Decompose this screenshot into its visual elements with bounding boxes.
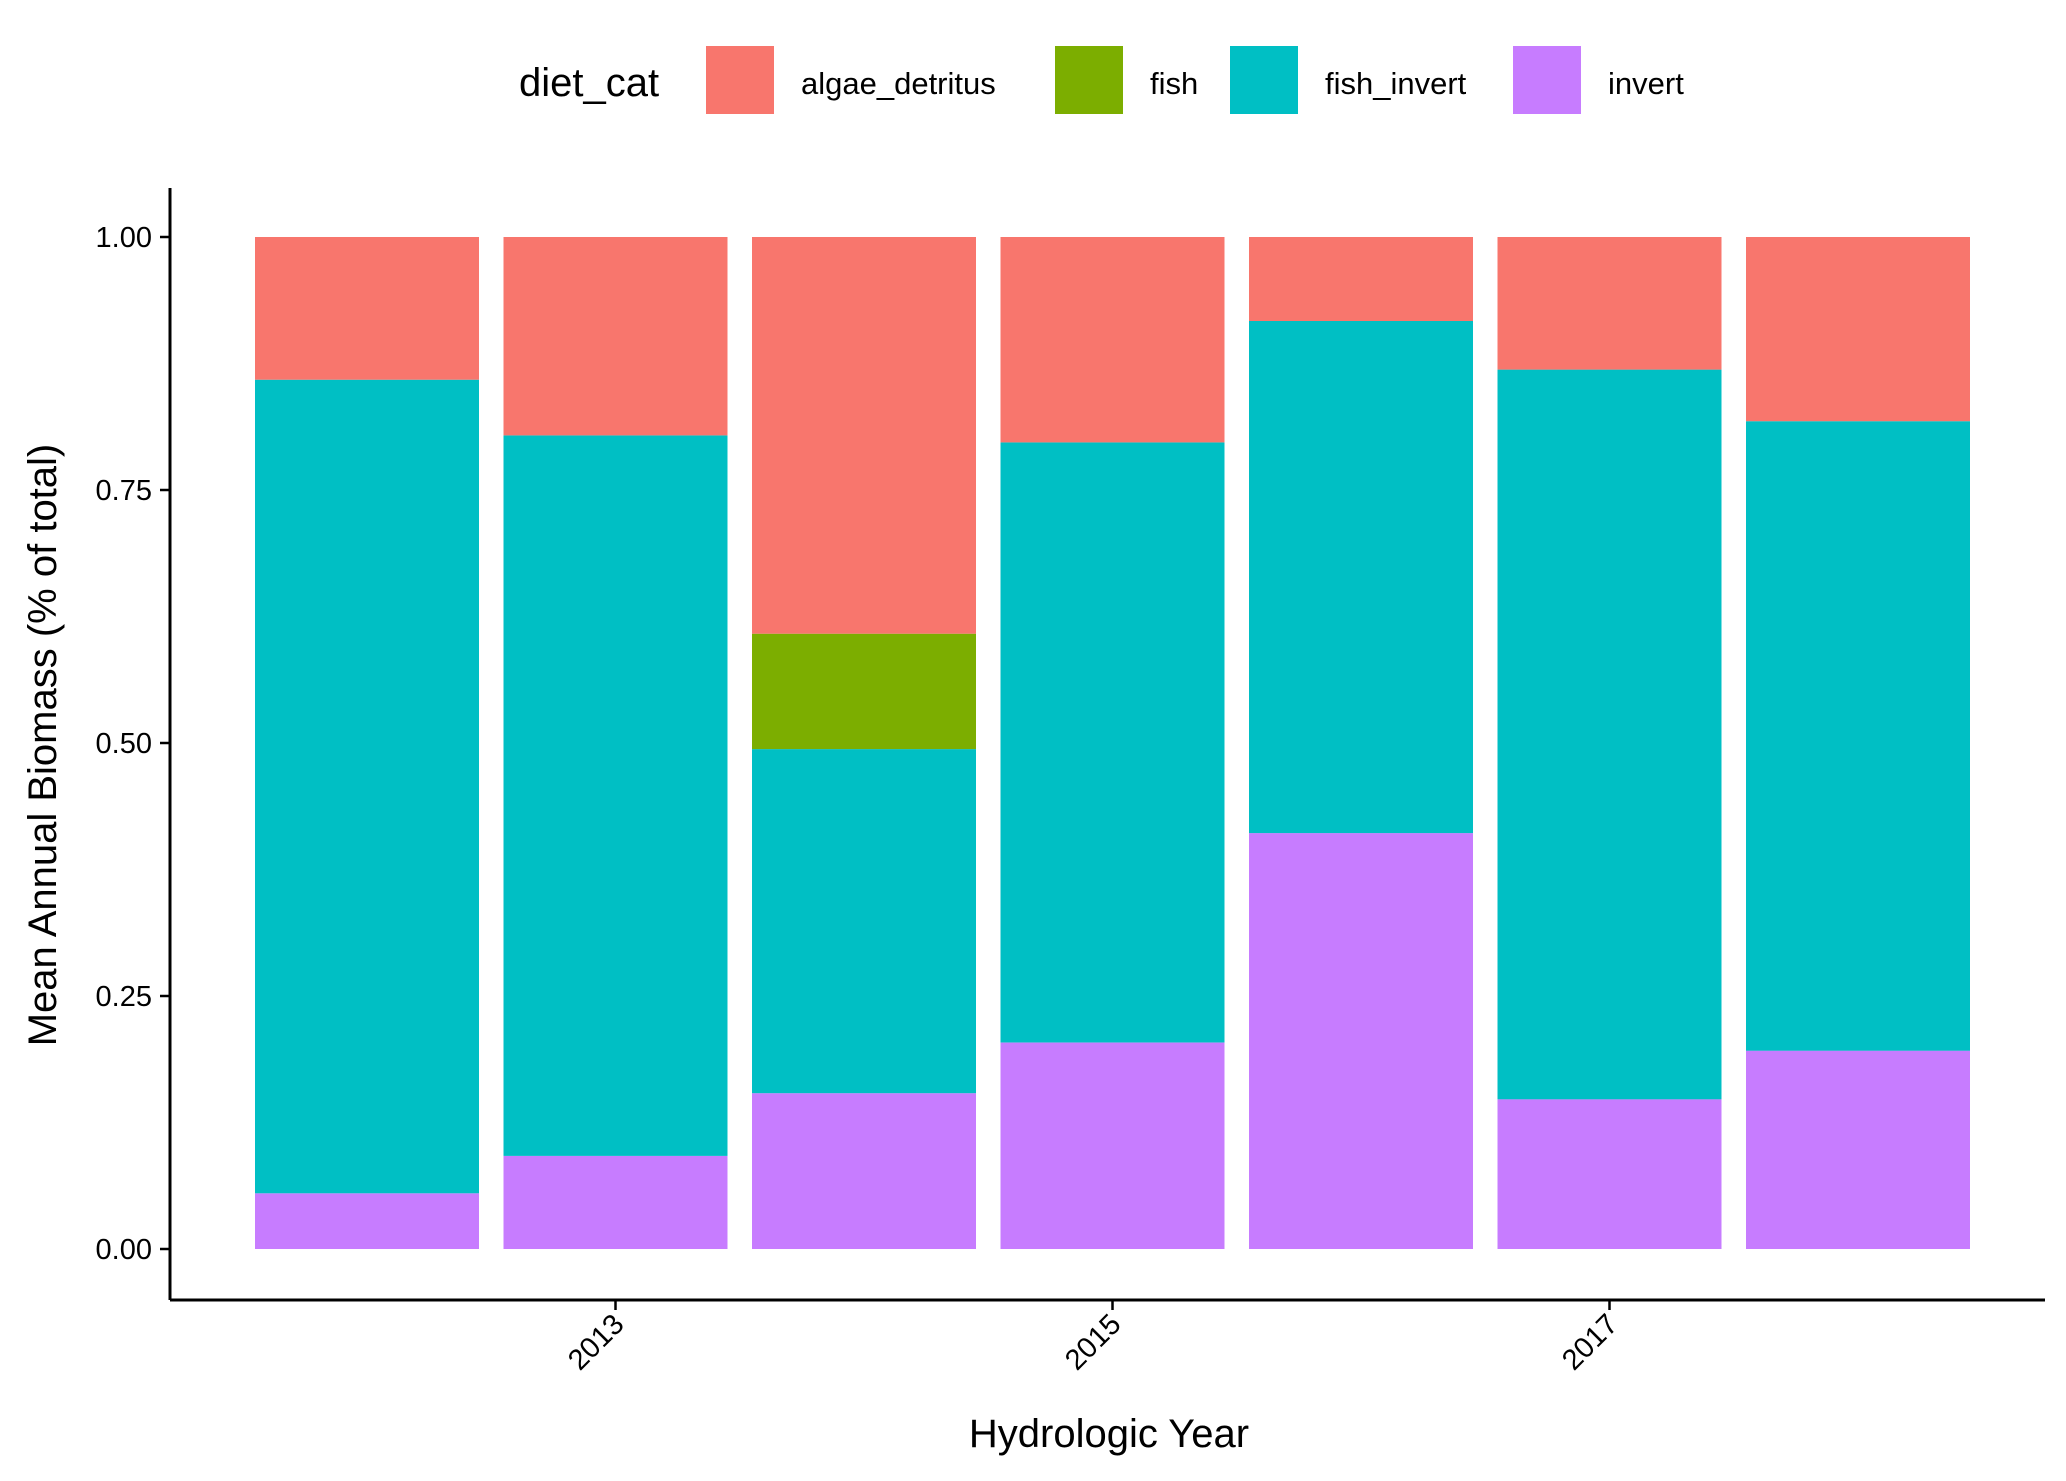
bar-segment-fish_invert-2015 [1000,442,1225,1043]
legend: diet_cat algae_detritus fish fish_invert in… [519,46,1684,114]
x-tick-label: 2017 [1556,1308,1624,1376]
bar-segment-invert-2014 [752,1093,976,1249]
bar-segment-fish_invert-2017 [1497,369,1722,1100]
bar-segment-algae_detritus-2015 [1000,237,1225,443]
y-tick-label: 0.50 [96,728,152,760]
legend-key-invert [1513,46,1581,114]
bar-segment-fish-2014 [752,633,976,750]
legend-key-algae_detritus [706,46,774,114]
x-tick-label: 2015 [1059,1308,1127,1376]
bar-segment-algae_detritus-2012 [255,237,479,380]
bar-segment-algae_detritus-2016 [1249,237,1473,321]
y-tick-label: 0.00 [96,1234,152,1266]
x-axis-title: Hydrologic Year [969,1412,1249,1456]
bar-segment-invert-2017 [1497,1099,1722,1249]
x-tick-label: 2013 [562,1308,630,1376]
legend-title: diet_cat [519,61,659,105]
bar-segment-algae_detritus-2018 [1746,237,1970,422]
legend-key-fish_invert [1230,46,1298,114]
legend-label-fish: fish [1150,66,1198,101]
y-axis-title: Mean Annual Biomass (% of total) [21,444,65,1047]
bar-segment-fish_invert-2012 [255,379,479,1194]
legend-label-algae_detritus: algae_detritus [801,66,996,101]
legend-label-invert: invert [1608,66,1684,101]
bar-segment-invert-2016 [1249,833,1473,1249]
bar-segment-algae_detritus-2013 [503,237,728,436]
legend-label-fish_invert: fish_invert [1325,66,1467,101]
bar-segment-invert-2012 [255,1193,479,1249]
bar-segment-algae_detritus-2017 [1497,237,1722,370]
bar-segment-fish_invert-2016 [1249,321,1473,834]
bar-segment-invert-2013 [503,1155,728,1249]
bar-segment-invert-2018 [1746,1050,1970,1249]
bars [255,237,1970,1249]
y-tick-label: 0.25 [96,981,152,1013]
bar-segment-fish_invert-2018 [1746,421,1970,1051]
legend-key-fish [1055,46,1123,114]
bar-segment-invert-2015 [1000,1042,1225,1249]
y-tick-label: 1.00 [96,222,152,254]
bar-segment-algae_detritus-2014 [752,237,976,634]
y-tick-label: 0.75 [96,475,152,507]
bar-segment-fish_invert-2014 [752,749,976,1094]
bar-segment-fish_invert-2013 [503,435,728,1156]
